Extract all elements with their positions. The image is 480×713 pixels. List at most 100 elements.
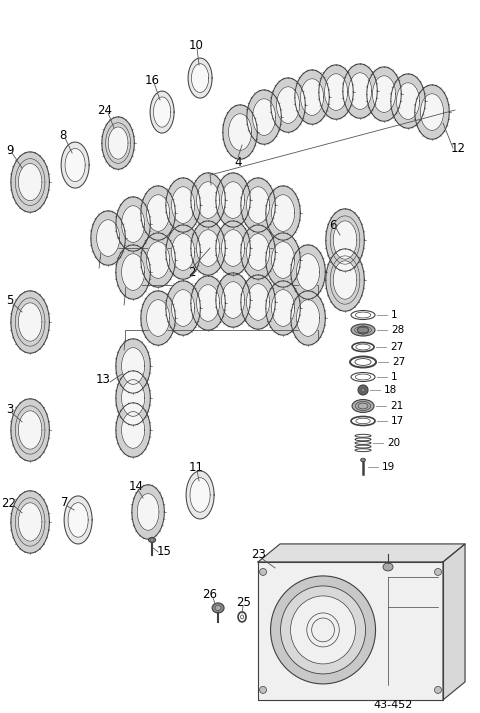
Polygon shape [258,544,465,562]
Text: 20: 20 [387,438,400,448]
Polygon shape [166,178,200,232]
Polygon shape [324,73,348,111]
Polygon shape [150,91,174,133]
Polygon shape [116,197,150,251]
Polygon shape [196,182,220,218]
Polygon shape [18,163,42,200]
Ellipse shape [360,458,365,462]
Polygon shape [247,234,270,270]
Polygon shape [297,254,320,290]
Polygon shape [141,186,175,240]
Polygon shape [252,98,276,135]
Text: 26: 26 [203,588,217,602]
Text: 17: 17 [391,416,404,426]
Polygon shape [276,87,300,123]
Text: 14: 14 [129,481,144,493]
Polygon shape [146,195,169,232]
Polygon shape [223,105,257,159]
Polygon shape [271,78,305,132]
Polygon shape [11,491,49,553]
Ellipse shape [280,586,366,674]
Polygon shape [196,284,220,322]
Polygon shape [186,471,214,519]
Polygon shape [121,205,144,242]
Ellipse shape [352,399,374,413]
Text: 11: 11 [189,461,204,474]
Ellipse shape [361,388,365,392]
Polygon shape [11,152,49,212]
Polygon shape [132,485,164,539]
Ellipse shape [149,538,156,543]
Polygon shape [396,83,420,120]
Polygon shape [348,73,372,109]
Text: 16: 16 [144,73,159,86]
Polygon shape [247,284,270,320]
Polygon shape [272,195,295,232]
Polygon shape [96,220,120,257]
Polygon shape [216,221,250,275]
Ellipse shape [215,605,221,610]
Polygon shape [241,275,276,329]
Text: 1: 1 [391,310,397,320]
Polygon shape [121,411,144,448]
Polygon shape [343,64,377,118]
Polygon shape [18,503,42,541]
Polygon shape [108,127,128,159]
Polygon shape [146,299,169,337]
Polygon shape [443,544,465,700]
Text: 27: 27 [390,342,403,352]
Polygon shape [221,282,245,319]
Text: 6: 6 [329,219,337,232]
Polygon shape [420,93,444,130]
Polygon shape [102,117,134,169]
Polygon shape [247,90,281,144]
Polygon shape [391,74,425,128]
Polygon shape [326,209,364,271]
Polygon shape [247,187,270,223]
Ellipse shape [358,326,369,334]
Polygon shape [221,182,245,218]
Text: 15: 15 [156,545,171,558]
Text: 9: 9 [6,143,14,157]
Text: 21: 21 [390,401,403,411]
Polygon shape [141,233,175,287]
Polygon shape [154,97,171,127]
Ellipse shape [358,385,368,395]
Text: 7: 7 [61,496,69,510]
Text: 13: 13 [96,374,110,386]
Text: 25: 25 [236,597,251,610]
Polygon shape [65,148,85,182]
Ellipse shape [351,324,375,336]
Polygon shape [18,303,42,342]
Polygon shape [188,58,212,98]
Ellipse shape [151,539,154,541]
Text: 27: 27 [392,357,405,367]
Polygon shape [171,187,195,223]
Polygon shape [91,211,125,265]
Polygon shape [297,299,320,337]
Polygon shape [228,113,252,150]
Polygon shape [216,173,250,227]
Polygon shape [333,221,357,260]
Polygon shape [258,562,443,700]
Text: 19: 19 [382,462,395,472]
Polygon shape [116,371,150,425]
Polygon shape [121,348,144,384]
Polygon shape [191,173,225,227]
Polygon shape [11,399,49,461]
Polygon shape [272,289,295,327]
Polygon shape [291,291,325,345]
Text: 28: 28 [391,325,404,335]
Polygon shape [190,478,210,512]
Polygon shape [166,281,200,335]
Polygon shape [415,85,449,139]
Polygon shape [191,221,225,275]
Polygon shape [146,242,169,278]
Polygon shape [266,186,300,240]
Polygon shape [18,411,42,449]
Polygon shape [266,281,300,335]
Ellipse shape [260,687,266,694]
Text: 10: 10 [189,39,204,51]
Ellipse shape [271,576,375,684]
Ellipse shape [290,596,356,664]
